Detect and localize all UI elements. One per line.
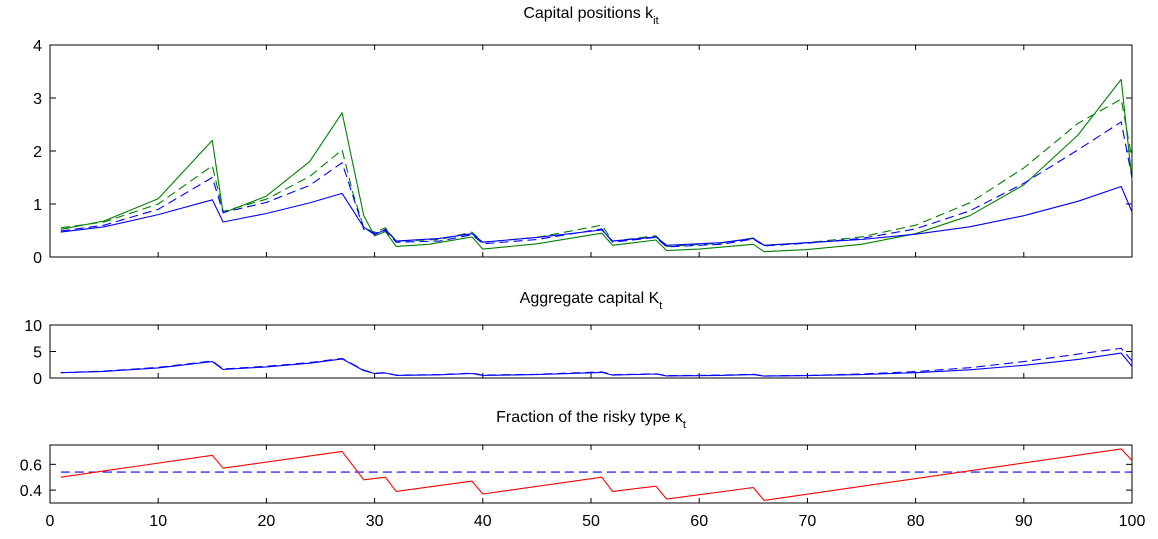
y-tick-label: 0: [33, 250, 42, 267]
chart-title-subscript: it: [653, 15, 659, 27]
series-line-3: [60, 121, 1133, 248]
y-tick-label: 0: [33, 371, 42, 388]
x-tick-label: 50: [582, 513, 600, 530]
y-tick-label: 0.6: [20, 457, 42, 474]
chart-title: Capital positions kit: [523, 5, 658, 27]
chart-panel-3: Fraction of the risky type κt 0.4 0.6 0 10 20…: [20, 409, 1146, 530]
series-line-2: [60, 352, 1133, 377]
chart-title-subscript: t: [683, 419, 686, 431]
chart-panel-1: Capital positions kit 0 1 2 3 4: [33, 5, 1133, 267]
y-tick-label: 4: [33, 38, 42, 55]
x-tick-label: 30: [366, 513, 384, 530]
chart-panel-2: Aggregate capital Kt 0 5 10: [24, 290, 1133, 388]
x-tick-label: 20: [258, 513, 276, 530]
x-tick-label: 40: [474, 513, 492, 530]
x-tick-label: 100: [1119, 513, 1146, 530]
x-tick-label: 0: [46, 513, 55, 530]
x-tick-label: 90: [1015, 513, 1033, 530]
x-tick-label: 10: [149, 513, 167, 530]
y-tick-label: 3: [33, 91, 42, 108]
y-tick-label: 10: [24, 318, 42, 335]
y-tick-label: 2: [33, 144, 42, 161]
y-tick-label: 0.4: [20, 483, 42, 500]
plot-area: [49, 444, 1133, 504]
x-tick-label: 60: [690, 513, 708, 530]
chart-title-subscript: t: [659, 300, 662, 312]
x-tick-label: 70: [799, 513, 817, 530]
y-tick-label: 5: [33, 345, 42, 362]
y-tick-label: 1: [33, 197, 42, 214]
chart-title: Fraction of the risky type κt: [496, 409, 686, 431]
series-line-2: [60, 448, 1133, 501]
plot-area: [49, 44, 1133, 258]
series-line-4: [60, 185, 1133, 246]
chart-title: Aggregate capital Kt: [520, 290, 663, 312]
x-tick-label: 80: [907, 513, 925, 530]
